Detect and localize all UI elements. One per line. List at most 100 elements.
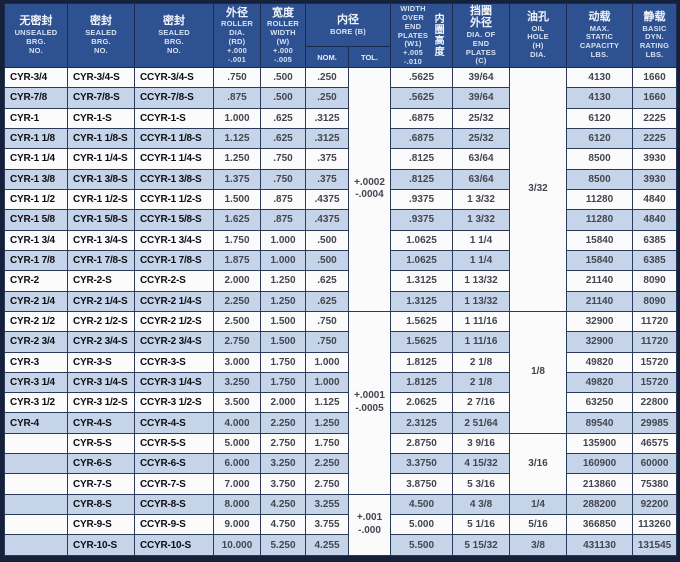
cell-bore-nom: .625	[305, 290, 349, 312]
cell-ccyr-brg-no: CCYR-6-S	[134, 453, 214, 475]
cell-dia-over-end-plates: 63/64	[452, 148, 511, 170]
cell-dyn-rating: 131545	[632, 534, 678, 556]
cell-oil-hole-dia: 3/8	[509, 534, 568, 556]
cell-dia-over-end-plates: 2 7/16	[452, 392, 511, 414]
cell-static-capacity: 8500	[566, 148, 634, 170]
cell-roller-dia: 1.500	[213, 188, 261, 211]
cell-dia-over-end-plates: 1 11/16	[452, 331, 511, 353]
cell-roller-dia: 10.000	[213, 534, 261, 556]
cell-width-over-end-plates: 3.8750	[390, 473, 454, 495]
cell-static-capacity: 32900	[566, 310, 634, 333]
header-sealed2-zh: 密封	[163, 15, 185, 28]
cell-roller-width: 1.000	[260, 229, 306, 251]
cell-bore-nom: 4.255	[305, 534, 349, 556]
cell-static-capacity: 21140	[566, 290, 634, 312]
cell-width-over-end-plates: 1.3125	[390, 290, 454, 312]
cell-roller-width: 1.000	[260, 249, 306, 272]
cell-unsealed-brg-no: CYR-3 1/4	[4, 371, 68, 394]
header-c-zh: 挡圈 外径	[470, 4, 493, 30]
header-w1-zh-vertical: 内圈高度	[432, 13, 444, 58]
table-row: CYR-10-S CCYR-10-S 10.000 5.250 4.255 5.500 5 …	[4, 534, 678, 556]
cell-unsealed-brg-no	[4, 514, 68, 536]
table-row: CYR-1 1/8 CYR-1 1/8-S CCYR-1 1/8-S 1.125.62…	[4, 127, 678, 150]
cell-static-capacity: 89540	[566, 412, 634, 434]
cell-dyn-rating: 15720	[632, 371, 678, 394]
cell-unsealed-brg-no: CYR-2 1/2	[4, 310, 68, 333]
cell-dyn-rating: 6385	[632, 229, 678, 251]
header-c-en: DIA. OF END PLATES (C)	[465, 29, 497, 66]
cell-dia-over-end-plates: 39/64	[452, 87, 511, 109]
header-oil-en: OIL HOLE (H) DIA.	[527, 23, 549, 60]
cell-bore-nom: .250	[305, 66, 349, 89]
cell-sealed-brg-no: CYR-1-S	[67, 107, 135, 129]
cell-width-over-end-plates: 1.8125	[390, 351, 454, 373]
cell-dia-over-end-plates: 1 3/32	[452, 209, 511, 231]
header-sealed2-en: SEALED BRG. NO.	[158, 28, 190, 55]
cell-dyn-rating: 6385	[632, 249, 678, 272]
cell-static-capacity: 431130	[566, 534, 634, 556]
cell-bore-nom: 1.000	[305, 371, 349, 394]
cell-roller-width: .875	[260, 188, 306, 211]
cell-roller-dia: 3.250	[213, 371, 261, 394]
header-sealed2-brg-no: 密封 SEALED BRG. NO.	[134, 3, 214, 68]
cell-roller-dia: 1.000	[213, 107, 261, 129]
cell-static-capacity: 6120	[566, 127, 634, 150]
cell-sealed-brg-no: CYR-1 3/8-S	[67, 168, 135, 190]
cell-sealed-brg-no: CYR-1 5/8-S	[67, 209, 135, 231]
cell-bore-tol: +.0001 -.0005	[347, 310, 392, 495]
cell-roller-width: .625	[260, 127, 306, 150]
header-sealed-brg-no: 密封 SEALED BRG. NO.	[67, 3, 135, 68]
cell-ccyr-brg-no: CCYR-5-S	[134, 432, 214, 455]
cell-ccyr-brg-no: CCYR-1 1/2-S	[134, 188, 214, 211]
cell-sealed-brg-no: CYR-1 1/4-S	[67, 148, 135, 170]
cell-unsealed-brg-no	[4, 432, 68, 455]
table-row: CYR-7/8 CYR-7/8-S CCYR-7/8-S .875.500.250 .5…	[4, 87, 678, 109]
cell-bore-nom: .3125	[305, 127, 349, 150]
cell-dyn-rating: 22800	[632, 392, 678, 414]
cell-roller-dia: 1.875	[213, 249, 261, 272]
cell-roller-dia: 8.000	[213, 493, 261, 516]
cell-width-over-end-plates: 5.000	[390, 514, 454, 536]
cell-unsealed-brg-no: CYR-3	[4, 351, 68, 373]
table-row: CYR-3 CYR-3-S CCYR-3-S 3.000 1.750 1.000 1.812…	[4, 351, 678, 373]
cell-bore-nom: .625	[305, 270, 349, 292]
cell-width-over-end-plates: .8125	[390, 148, 454, 170]
cell-bore-nom: .375	[305, 148, 349, 170]
cell-bore-nom: .375	[305, 168, 349, 190]
cell-sealed-brg-no: CYR-5-S	[67, 432, 135, 455]
cell-unsealed-brg-no: CYR-2 3/4	[4, 331, 68, 353]
header-roller-width-en: ROLLER WIDTH (W) +.000 -.005	[266, 19, 300, 64]
cell-sealed-brg-no: CYR-2-S	[67, 270, 135, 292]
cell-dia-over-end-plates: 2 1/8	[452, 351, 511, 373]
header-bore-zh: 内径	[337, 13, 359, 26]
cell-roller-dia: 2.500	[213, 310, 261, 333]
cell-ccyr-brg-no: CCYR-3/4-S	[134, 66, 214, 89]
cell-ccyr-brg-no: CCYR-9-S	[134, 514, 214, 536]
cell-ccyr-brg-no: CCYR-2 1/4-S	[134, 290, 214, 312]
table-row: CYR-9-S CCYR-9-S 9.000 4.750 3.755 5.000 5 1/1…	[4, 514, 678, 536]
cell-unsealed-brg-no: CYR-1	[4, 107, 68, 129]
cell-roller-width: .625	[260, 107, 306, 129]
cell-roller-width: 1.750	[260, 371, 306, 394]
cell-sealed-brg-no: CYR-2 3/4-S	[67, 331, 135, 353]
table-row: CYR-2 1/2 CYR-2 1/2-S CCYR-2 1/2-S 2.500 1.5…	[4, 310, 678, 495]
cell-ccyr-brg-no: CCYR-3 1/2-S	[134, 392, 214, 414]
cell-dyn-rating: 4840	[632, 188, 678, 211]
cell-roller-width: 1.500	[260, 310, 306, 333]
cell-dia-over-end-plates: 2 1/8	[452, 371, 511, 394]
cell-dia-over-end-plates: 25/32	[452, 127, 511, 150]
cell-static-capacity: 15840	[566, 249, 634, 272]
header-oil-zh: 油孔	[527, 10, 550, 23]
header-bore-en: BORE (B)	[330, 26, 366, 36]
cell-sealed-brg-no: CYR-1 1/8-S	[67, 127, 135, 150]
cell-unsealed-brg-no: CYR-7/8	[4, 87, 68, 109]
table-row: CYR-7-S CCYR-7-S 7.000 3.750 2.750 3.8750 5 3/…	[4, 473, 678, 495]
table-row: CYR-1 3/8 CYR-1 3/8-S CCYR-1 3/8-S 1.375.75…	[4, 168, 678, 190]
cell-ccyr-brg-no: CCYR-3-S	[134, 351, 214, 373]
cell-roller-dia: 2.750	[213, 331, 261, 353]
cell-ccyr-brg-no: CCYR-1 3/8-S	[134, 168, 214, 190]
cell-ccyr-brg-no: CCYR-1 1/8-S	[134, 127, 214, 150]
header-capacity-en: MAX. STATIC CAPACITY LBS.	[579, 23, 620, 60]
cell-roller-width: 2.750	[260, 432, 306, 455]
cell-static-capacity: 6120	[566, 107, 634, 129]
